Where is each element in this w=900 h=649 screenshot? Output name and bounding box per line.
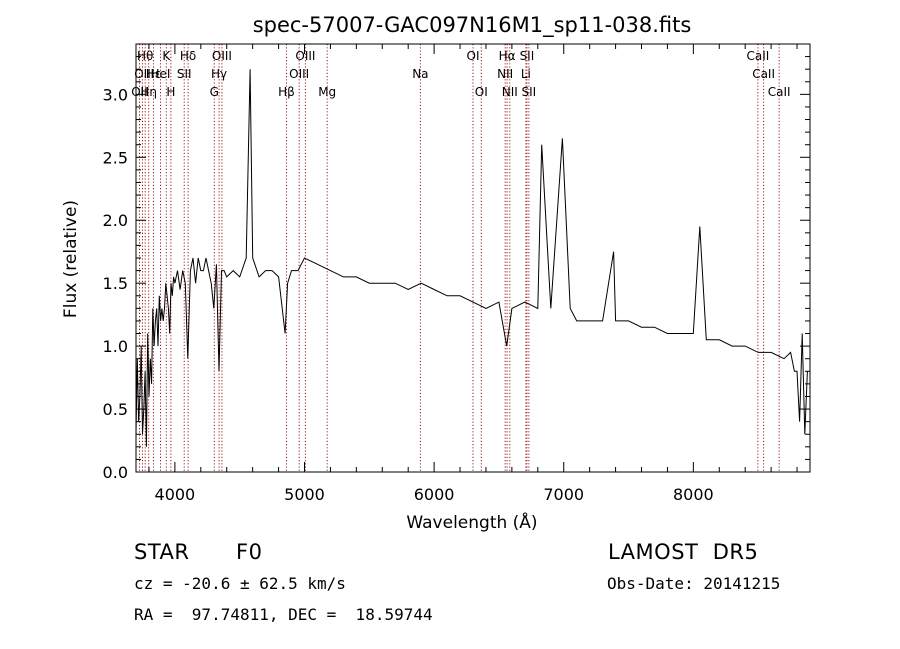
line-marker-label: H xyxy=(166,85,175,99)
line-marker-label: Hθ xyxy=(137,49,153,63)
ra-dec-coordinates: RA = 97.74811, DEC = 18.59744 xyxy=(134,605,433,624)
line-marker-label: NII xyxy=(497,67,513,81)
line-marker-label: SII xyxy=(520,49,535,63)
y-tick-label: 1.5 xyxy=(103,274,128,293)
line-marker-label: OIII xyxy=(212,49,232,63)
line-marker-label: OIII xyxy=(289,67,309,81)
line-marker-label: Li xyxy=(521,67,531,81)
line-marker-label: G xyxy=(210,85,219,99)
line-marker-label: OII xyxy=(134,67,151,81)
line-marker-label: OI xyxy=(467,49,480,63)
x-tick-label: 6000 xyxy=(414,485,455,504)
x-tick-label: 8000 xyxy=(673,485,714,504)
y-tick-label: 2.0 xyxy=(103,211,128,230)
x-tick-label: 5000 xyxy=(284,485,325,504)
line-marker-label: OII xyxy=(131,85,148,99)
x-axis-label: Wavelength (Å) xyxy=(406,511,537,533)
y-axis-label: Flux (relative) xyxy=(61,200,81,318)
line-marker-label: NII xyxy=(502,85,518,99)
line-marker-labels: OIIOIIHθHηHεHeIKHSIIHδGHγOIIIHβOIIIOIIIM… xyxy=(131,49,790,99)
line-marker-label: Hγ xyxy=(211,67,227,81)
line-marker-label: HeI xyxy=(151,67,171,81)
line-marker-label: Hε xyxy=(146,67,162,81)
x-axis-ticks: 4000 5000 6000 7000 8000 xyxy=(148,44,798,504)
object-class: STAR xyxy=(134,540,190,564)
line-markers xyxy=(138,44,780,472)
line-marker-label: Hβ xyxy=(278,85,295,99)
observation-date: Obs-Date: 20141215 xyxy=(607,574,781,593)
object-subclass: F0 xyxy=(236,540,263,564)
line-marker-label: Hδ xyxy=(180,49,196,63)
chart-title: spec-57007-GAC097N16M1_sp11-038.fits xyxy=(253,13,692,38)
y-tick-label: 1.0 xyxy=(103,337,128,356)
y-axis-ticks: 0.0 0.5 1.0 1.5 2.0 2.5 3.0 xyxy=(103,43,810,482)
y-tick-label: 0.5 xyxy=(103,400,128,419)
line-marker-label: CaII xyxy=(752,67,775,81)
survey-name: LAMOST DR5 xyxy=(608,540,759,564)
y-tick-label: 3.0 xyxy=(103,85,128,104)
line-marker-label: Hη xyxy=(140,85,157,99)
x-tick-label: 4000 xyxy=(155,485,196,504)
spectrum-line xyxy=(135,69,808,447)
line-marker-label: CaII xyxy=(746,49,769,63)
x-tick-label: 7000 xyxy=(543,485,584,504)
line-marker-label: OIII xyxy=(295,49,315,63)
line-marker-label: SII xyxy=(177,67,192,81)
y-tick-label: 0.0 xyxy=(103,463,128,482)
redshift-cz: cz = -20.6 ± 62.5 km/s xyxy=(134,574,346,593)
line-marker-label: Mg xyxy=(318,85,336,99)
line-marker-label: Hα xyxy=(499,49,516,63)
line-marker-label: K xyxy=(162,49,171,63)
line-marker-label: Na xyxy=(412,67,428,81)
line-marker-label: SII xyxy=(522,85,537,99)
line-marker-label: OI xyxy=(475,85,488,99)
line-marker-label: CaII xyxy=(768,85,791,99)
spectrum-chart: spec-57007-GAC097N16M1_sp11-038.fits OII… xyxy=(61,13,811,533)
y-tick-label: 2.5 xyxy=(103,148,128,167)
